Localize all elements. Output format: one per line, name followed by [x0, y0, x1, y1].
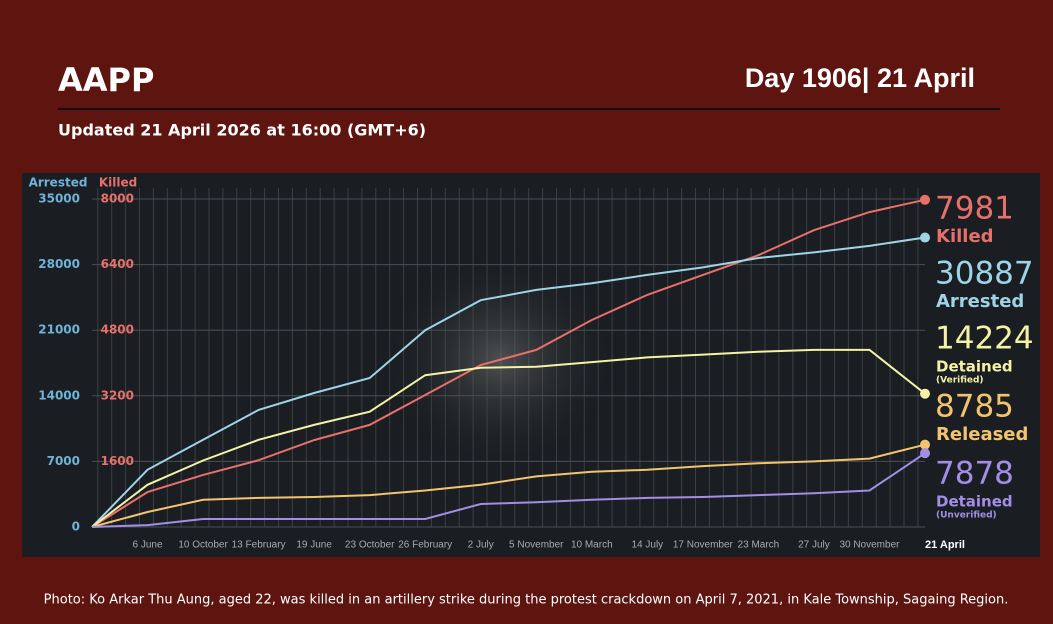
y-tick-label: 14000: [38, 388, 80, 402]
x-tick-label: 2 July: [468, 540, 494, 551]
plot: 0 7000 14000 21000 28000 35000 1600 3200 4800 640…: [38, 191, 1033, 551]
end-value-label: 30887: [935, 256, 1034, 292]
title: AAPP: [58, 61, 154, 99]
end-dot: [920, 439, 930, 450]
legend-label: Arrested: [936, 291, 1024, 312]
end-dot: [920, 388, 930, 399]
x-tick-label: 13 February: [232, 540, 286, 551]
subtitle: Updated 21 April 2026 at 16:00 (GMT+6): [58, 121, 426, 140]
series-line: [91, 236, 926, 528]
end-dot: [920, 194, 930, 205]
series-line: [91, 198, 926, 528]
y2-tick-label: 3200: [101, 388, 134, 402]
y-tick-label: 21000: [38, 323, 80, 337]
y2-tick-label: 4800: [101, 323, 134, 337]
legend-note: (Verified): [936, 376, 984, 386]
end-value-label: 8785: [935, 389, 1014, 425]
x-tick-label: 10 October: [178, 540, 228, 551]
day-label: Day 1906| 21 April: [745, 63, 975, 93]
x-tick-label: 23 October: [345, 540, 395, 551]
x-tick-label: 23 March: [738, 540, 780, 551]
series-line: [91, 452, 926, 528]
x-tick-label: 14 July: [631, 540, 663, 551]
x-tick-label: 17 November: [673, 540, 734, 551]
y2-tick-label: 1600: [101, 454, 134, 468]
x-tick-label: 27 July: [798, 540, 830, 551]
legend-note: (Unverified): [936, 511, 997, 521]
legend-label: Detained: [936, 358, 1013, 376]
end-dot: [920, 448, 930, 459]
y-tick-label: 28000: [38, 257, 80, 271]
x-tick-label: 30 November: [839, 540, 900, 551]
y-tick-label: 35000: [38, 192, 80, 206]
legend-label: Released: [936, 424, 1028, 445]
y2-tick-label: 6400: [101, 257, 134, 271]
end-dot: [920, 232, 930, 243]
series-line: [91, 443, 926, 528]
y-axis-label: Arrested: [29, 176, 88, 190]
x-tick-label: 21 April: [925, 539, 965, 551]
end-value-label: 14224: [935, 321, 1034, 357]
legend-label: Detained: [936, 493, 1013, 511]
caption: Photo: Ko Arkar Thu Aung, aged 22, was k…: [44, 593, 1009, 608]
x-tick-label: 6 June: [133, 540, 163, 551]
y-tick-label: 7000: [47, 454, 80, 468]
x-tick-label: 19 June: [296, 540, 332, 551]
series-line: [91, 348, 926, 528]
y-tick-label: 0: [72, 520, 80, 534]
x-tick-label: 5 November: [509, 540, 564, 551]
y2-axis-label: Killed: [99, 176, 137, 190]
end-value-label: 7981: [935, 191, 1014, 227]
legend-label: Killed: [936, 226, 994, 247]
end-value-label: 7878: [935, 456, 1014, 492]
y2-tick-label: 8000: [101, 192, 134, 206]
x-tick-label: 10 March: [571, 540, 613, 551]
x-tick-label: 26 February: [398, 540, 452, 551]
